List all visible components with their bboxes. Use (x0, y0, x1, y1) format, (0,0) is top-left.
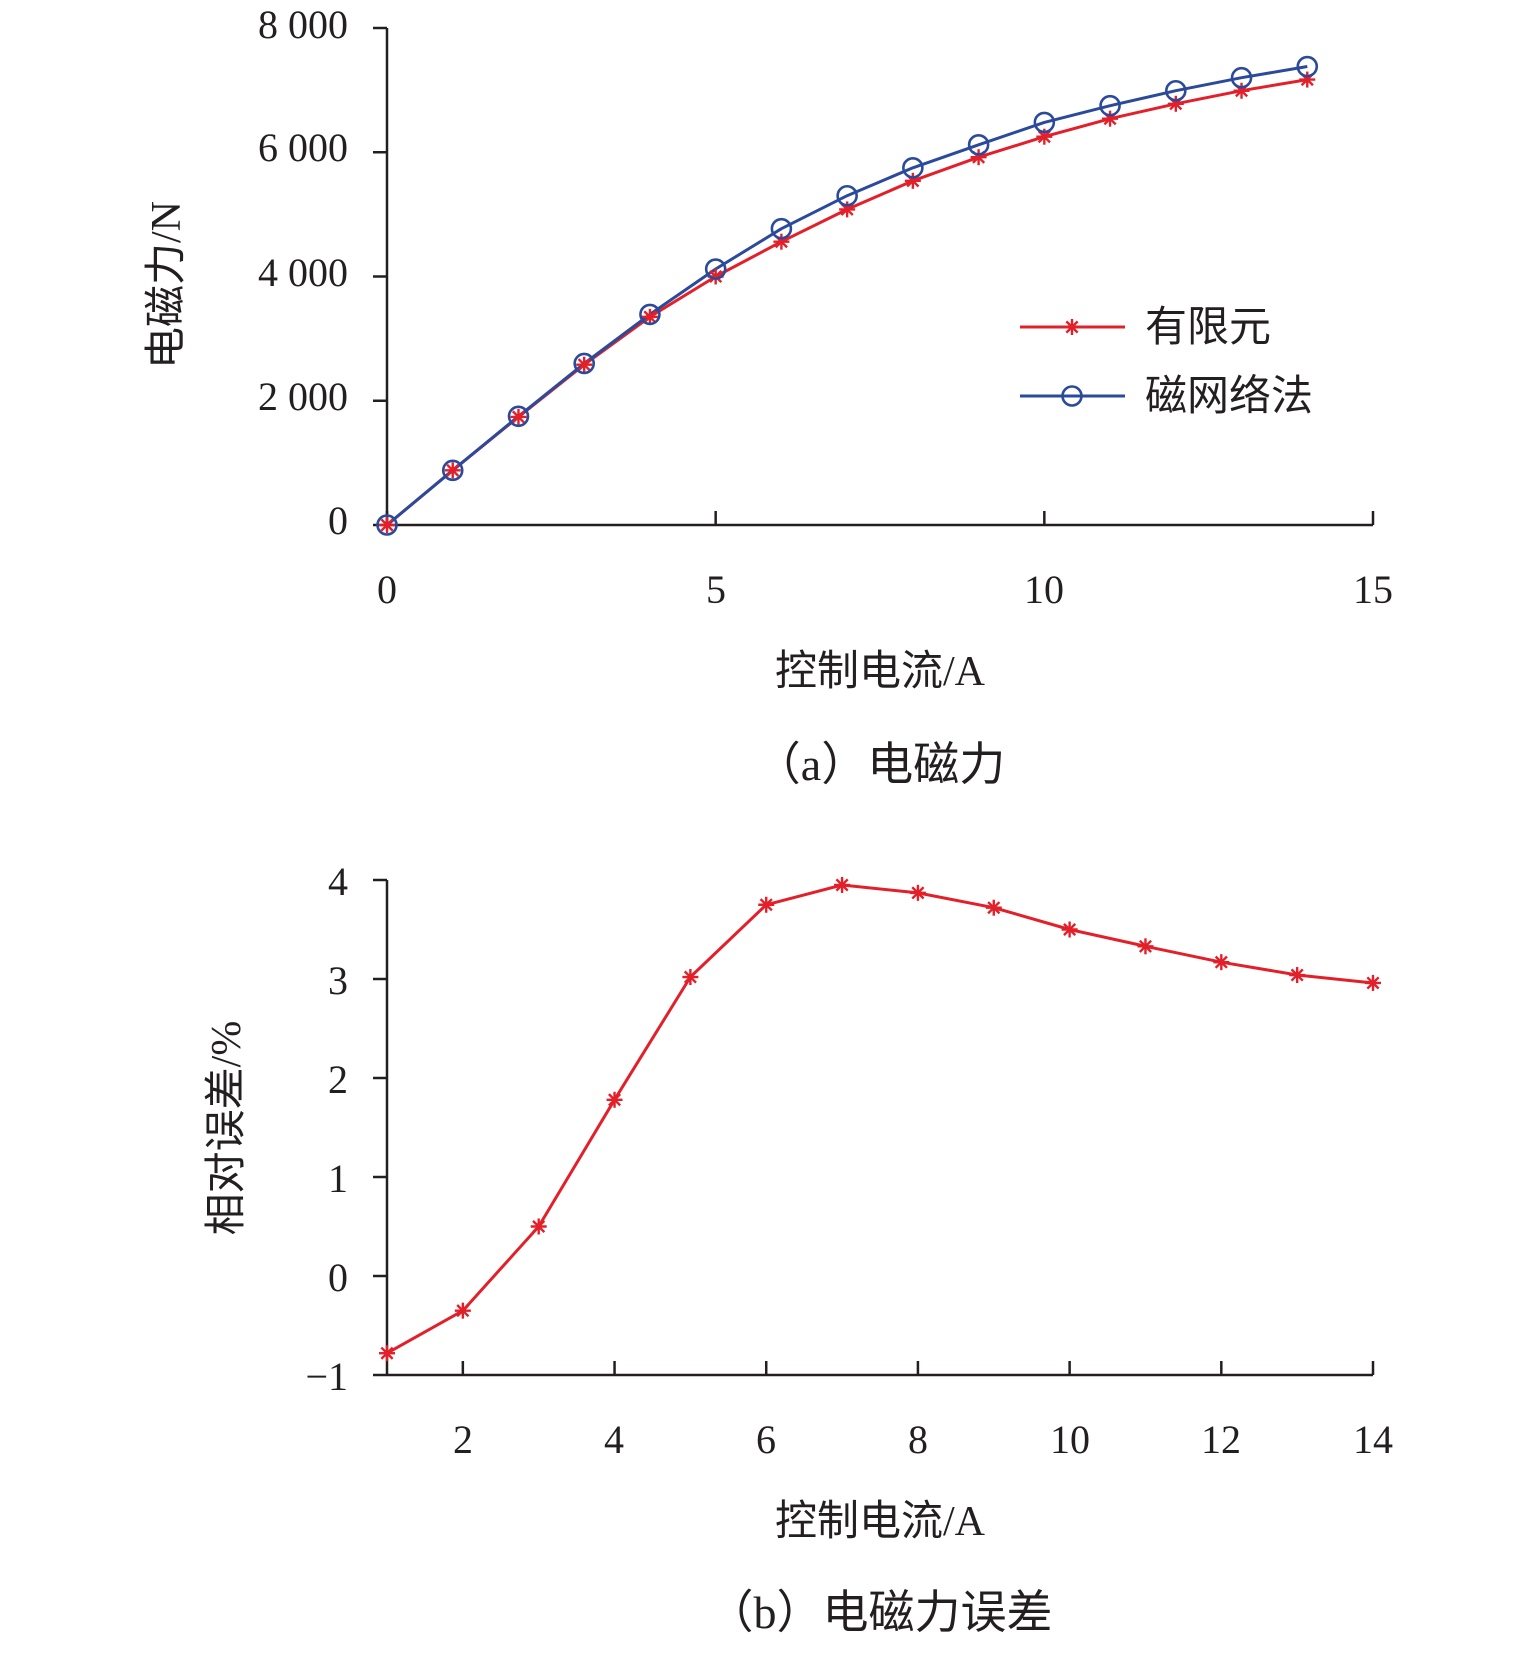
legend-marker-symbol (1061, 385, 1083, 407)
data-point-1-0-8 (985, 899, 1002, 916)
y-tick-label-b: 4 (328, 859, 348, 904)
data-point-0-1-7 (836, 184, 858, 207)
y-tick-label-a: 4 000 (258, 250, 348, 295)
legend-marker-mec (1061, 385, 1083, 407)
data-point-0-0-3 (576, 356, 593, 373)
data-point-0-1-12 (1165, 79, 1187, 102)
y-tick-label-a: 6 000 (258, 125, 348, 170)
x-axis-title-a: 控制电流/A (775, 649, 986, 695)
series-line-1-0 (386, 883, 1374, 1355)
y-tick-label-b: 0 (328, 1255, 348, 1300)
x-tick-label-b: 12 (1201, 1417, 1241, 1462)
plot-area-b (373, 876, 1381, 1377)
series-line-0-0 (386, 78, 1308, 527)
data-point-1-0-13 (1365, 974, 1381, 991)
y-tick-label-a: 8 000 (258, 2, 348, 47)
data-point-0-1-3 (573, 352, 596, 375)
y-tick-label-b: 3 (328, 958, 348, 1003)
x-tick-label-b: 10 (1050, 1417, 1090, 1462)
y-axis-title-b: 相对误差/% (204, 1021, 250, 1236)
data-point-0-0-4 (641, 308, 658, 325)
series-b (379, 876, 1381, 1362)
ticks-b (373, 878, 1375, 1377)
legend-marker-symbol (1064, 319, 1080, 335)
data-point-1-0-11 (1213, 954, 1230, 971)
x-axis-title-b: 控制电流/A (775, 1499, 986, 1545)
y-tick-label-a: 2 000 (258, 374, 348, 419)
data-point-1-0-0 (379, 1345, 395, 1362)
data-point-0-0-2 (510, 408, 527, 425)
legend-label-fem: 有限元 (1145, 305, 1271, 351)
data-point-0-1-4 (639, 303, 661, 326)
y-axis-title-a: 电磁力/N (144, 201, 190, 369)
x-tick-label-a: 10 (1024, 567, 1064, 612)
data-point-0-1-14 (1296, 55, 1319, 78)
data-point-0-1-9 (967, 133, 990, 156)
data-point-1-0-1 (454, 1302, 471, 1319)
x-tick-label-b: 14 (1353, 1417, 1393, 1462)
chart-relative-error: −1 0 1 2 3 4 2 4 6 8 10 12 14 相对误差/% 控制电… (204, 859, 1393, 1638)
legend-label-mec: 磁网络法 (1145, 373, 1313, 420)
y-tick-label-b: −1 (305, 1354, 348, 1399)
chart-electromagnetic-force: 0 2 000 4 000 6 000 8 000 0 5 10 15 电磁力/… (144, 2, 1393, 790)
ticks-a (373, 26, 1375, 527)
data-point-0-0-10 (1036, 128, 1053, 145)
data-point-1-0-7 (909, 884, 926, 901)
y-tick-label-a: 0 (328, 498, 348, 543)
data-point-0-1-10 (1033, 111, 1056, 134)
legend-a: 有限元 磁网络法 (1020, 305, 1313, 420)
data-point-0-1-11 (1099, 94, 1121, 117)
y-tick-label-b: 2 (328, 1057, 348, 1102)
data-point-1-0-9 (1061, 921, 1078, 938)
series-a (376, 55, 1319, 536)
data-point-1-0-12 (1289, 967, 1306, 984)
x-tick-label-b: 6 (756, 1417, 776, 1462)
data-point-0-1-13 (1230, 66, 1253, 89)
data-point-0-1-6 (770, 217, 793, 240)
caption-b: （b）电磁力误差 (708, 1587, 1053, 1638)
data-point-0-0-0 (379, 517, 395, 533)
data-point-0-1-8 (902, 156, 924, 179)
data-point-0-1-5 (704, 258, 727, 280)
x-tick-label-b: 4 (604, 1417, 624, 1462)
x-tick-label-a: 0 (377, 567, 397, 612)
data-point-0-1-0 (376, 514, 398, 536)
series-line-0-1 (386, 65, 1308, 527)
x-tick-label-a: 5 (706, 567, 726, 612)
data-point-1-0-10 (1137, 938, 1154, 955)
data-point-1-0-4 (682, 969, 699, 986)
data-point-1-0-2 (530, 1218, 547, 1235)
caption-a: （a）电磁力 (755, 739, 1005, 790)
plot-area-a (373, 26, 1375, 536)
x-tick-label-b: 2 (453, 1417, 473, 1462)
data-point-1-0-5 (758, 896, 775, 913)
legend-marker-fem (1064, 319, 1080, 335)
data-point-1-0-6 (834, 876, 851, 893)
x-tick-label-b: 8 (908, 1417, 928, 1462)
y-tick-label-b: 1 (328, 1156, 348, 1201)
x-tick-label-a: 15 (1353, 567, 1393, 612)
data-point-0-1-2 (507, 405, 530, 428)
data-point-1-0-3 (606, 1091, 623, 1108)
data-point-0-1-1 (441, 459, 464, 482)
data-point-0-0-1 (444, 462, 461, 479)
